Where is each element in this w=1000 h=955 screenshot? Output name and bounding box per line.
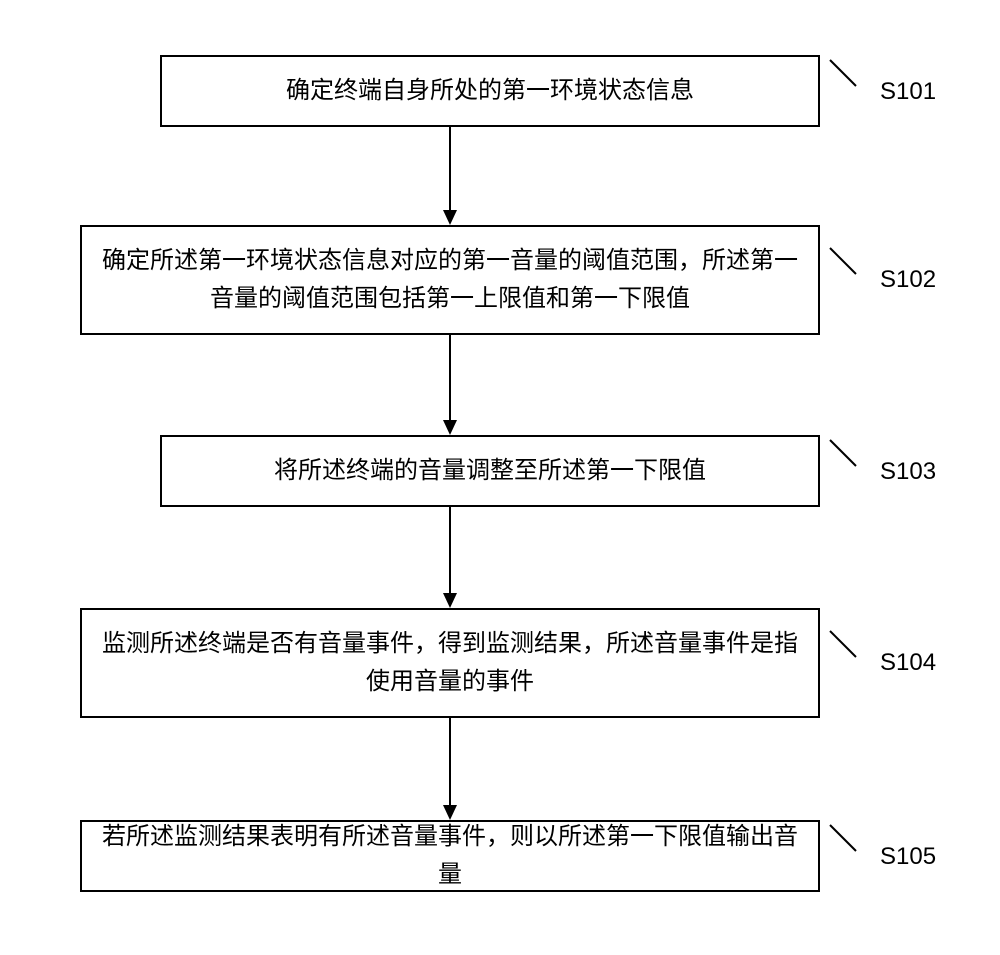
flow-node-s101: 确定终端自身所处的第一环境状态信息	[160, 55, 820, 127]
flowchart-canvas: 确定终端自身所处的第一环境状态信息 S101 确定所述第一环境状态信息对应的第一…	[0, 0, 1000, 955]
tick-s105	[830, 825, 856, 851]
arrow-head-3	[443, 593, 457, 608]
step-label-s102: S102	[880, 266, 936, 294]
arrow-head-2	[443, 420, 457, 435]
step-label-s105: S105	[880, 843, 936, 871]
tick-s104	[830, 631, 856, 657]
flow-node-s102: 确定所述第一环境状态信息对应的第一音量的阈值范围，所述第一音量的阈值范围包括第一…	[80, 225, 820, 335]
step-label-s103: S103	[880, 458, 936, 486]
flow-node-s103: 将所述终端的音量调整至所述第一下限值	[160, 435, 820, 507]
flow-node-s102-text: 确定所述第一环境状态信息对应的第一音量的阈值范围，所述第一音量的阈值范围包括第一…	[98, 242, 802, 319]
flow-node-s105-text: 若所述监测结果表明有所述音量事件，则以所述第一下限值输出音量	[98, 818, 802, 895]
tick-s103	[830, 440, 856, 466]
tick-s101	[830, 60, 856, 86]
arrow-head-1	[443, 210, 457, 225]
step-label-s104: S104	[880, 649, 936, 677]
flow-node-s104: 监测所述终端是否有音量事件，得到监测结果，所述音量事件是指使用音量的事件	[80, 608, 820, 718]
flow-node-s104-text: 监测所述终端是否有音量事件，得到监测结果，所述音量事件是指使用音量的事件	[98, 625, 802, 702]
step-label-s101: S101	[880, 78, 936, 106]
flow-node-s105: 若所述监测结果表明有所述音量事件，则以所述第一下限值输出音量	[80, 820, 820, 892]
tick-s102	[830, 248, 856, 274]
flow-node-s103-text: 将所述终端的音量调整至所述第一下限值	[178, 452, 802, 490]
flow-node-s101-text: 确定终端自身所处的第一环境状态信息	[178, 72, 802, 110]
